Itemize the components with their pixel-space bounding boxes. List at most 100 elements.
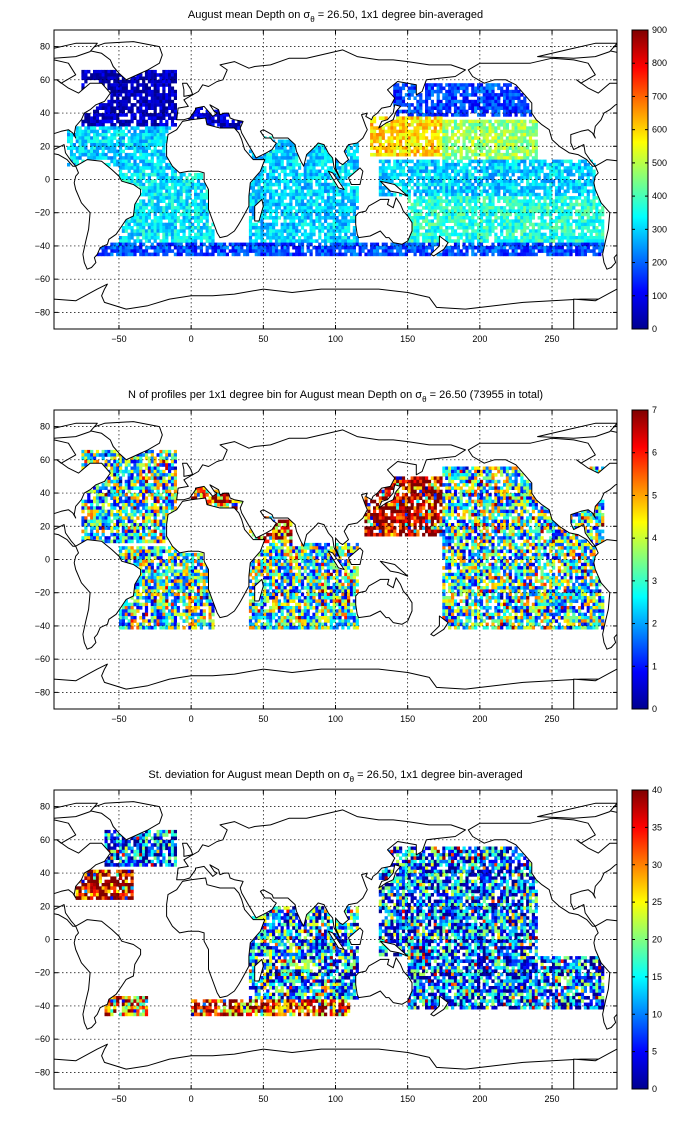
- cell: [272, 232, 276, 237]
- cell: [199, 216, 203, 220]
- cell: [349, 219, 354, 223]
- cell: [191, 236, 195, 240]
- cell: [196, 179, 201, 184]
- cell: [156, 249, 160, 253]
- cell: [306, 159, 310, 164]
- cell: [456, 169, 460, 174]
- cell: [540, 166, 544, 170]
- cell: [150, 232, 154, 237]
- cell: [312, 169, 316, 174]
- cell: [257, 189, 261, 194]
- cell: [477, 229, 481, 233]
- cell: [162, 113, 166, 117]
- cell: [416, 169, 420, 174]
- cell: [416, 166, 420, 170]
- cell: [407, 139, 411, 144]
- cell: [260, 212, 264, 217]
- cell: [312, 176, 316, 180]
- cell: [479, 226, 484, 230]
- cell: [150, 166, 154, 170]
- cell: [289, 166, 293, 170]
- cell: [147, 162, 151, 167]
- cell: [173, 116, 177, 120]
- cell: [419, 143, 423, 147]
- cell: [136, 245, 140, 250]
- cell: [90, 119, 94, 124]
- cell: [523, 206, 527, 210]
- cell: [474, 149, 478, 154]
- cell: [324, 172, 328, 177]
- cell: [482, 209, 486, 213]
- cell: [534, 196, 538, 200]
- cell: [378, 129, 382, 134]
- cell: [168, 83, 172, 87]
- cell: [289, 189, 293, 194]
- cell: [121, 143, 125, 147]
- cell: [427, 106, 432, 110]
- cell: [436, 162, 440, 167]
- cell: [488, 149, 492, 154]
- cell: [465, 146, 469, 150]
- cell: [81, 73, 85, 77]
- cell: [150, 182, 154, 187]
- cell: [549, 222, 553, 227]
- cell: [378, 139, 382, 144]
- cell: [318, 143, 322, 147]
- cell: [528, 126, 533, 130]
- cell: [170, 239, 175, 243]
- cell: [465, 86, 469, 91]
- cell: [422, 186, 426, 190]
- cell: [549, 179, 553, 184]
- cell: [162, 206, 166, 210]
- cell: [142, 156, 146, 160]
- cell: [147, 245, 151, 250]
- cell: [514, 113, 518, 117]
- cell: [153, 126, 157, 130]
- cell: [540, 232, 544, 237]
- cell: [98, 113, 102, 117]
- cell: [121, 172, 125, 177]
- cell: [410, 176, 414, 180]
- cell: [485, 226, 489, 230]
- cell: [598, 236, 602, 240]
- cell: [303, 222, 307, 227]
- cell: [153, 89, 157, 94]
- cell: [427, 219, 432, 223]
- cell: [312, 172, 316, 177]
- cell: [566, 242, 570, 247]
- cell: [196, 252, 201, 257]
- cell: [263, 179, 267, 184]
- cell: [404, 116, 408, 120]
- cell: [153, 103, 157, 107]
- cell: [81, 146, 85, 150]
- cell: [332, 226, 336, 230]
- cell: [127, 143, 131, 147]
- cell: [153, 206, 157, 210]
- cell: [139, 129, 143, 134]
- cell: [479, 219, 484, 223]
- cell: [419, 113, 423, 117]
- cell: [520, 136, 524, 140]
- cell: [488, 126, 492, 130]
- cell: [159, 182, 163, 187]
- cell: [537, 206, 541, 210]
- cell: [289, 212, 293, 217]
- cell: [497, 166, 501, 170]
- cell: [416, 216, 420, 220]
- cell: [488, 186, 492, 190]
- cell: [352, 149, 356, 154]
- cell: [142, 146, 146, 150]
- cell: [430, 119, 434, 124]
- cell: [286, 206, 290, 210]
- cell: [465, 149, 469, 154]
- cell: [462, 113, 466, 117]
- cell: [254, 226, 258, 230]
- cell: [393, 146, 397, 150]
- cell: [471, 126, 475, 130]
- cell: [439, 222, 443, 227]
- cell: [511, 136, 515, 140]
- cell: [370, 245, 374, 250]
- cell: [127, 152, 131, 157]
- cell: [517, 182, 521, 187]
- cell: [497, 83, 501, 87]
